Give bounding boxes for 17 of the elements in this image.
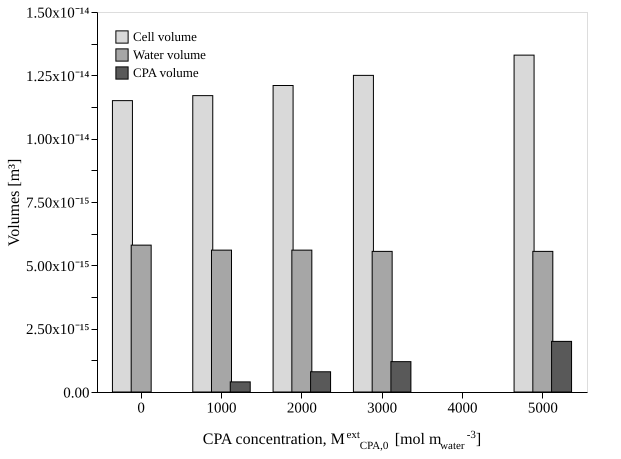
x-tick-label: 4000 — [447, 400, 478, 416]
x-tick-label: 5000 — [528, 400, 558, 416]
y-tick-label: 0.00 — [63, 386, 90, 402]
y-tick-label: 1.00x10⁻¹⁴ — [26, 132, 90, 148]
y-tick-label: 1.50x10⁻¹⁴ — [26, 6, 90, 22]
legend-label: Water volume — [133, 47, 206, 62]
x-tick-label: 3000 — [367, 400, 398, 416]
x-tick-label: 0 — [137, 400, 145, 416]
x-tick-label: 1000 — [206, 400, 237, 416]
legend-label: CPA volume — [133, 65, 199, 80]
y-tick-label: 5.00x10⁻¹⁵ — [26, 258, 90, 275]
x-tick-label: 2000 — [286, 400, 317, 416]
y-tick-label: 1.25x10⁻¹⁴ — [26, 68, 90, 85]
y-axis-title: Volumes [m³] — [6, 158, 24, 246]
y-tick-label: 2.50x10⁻¹⁵ — [26, 322, 90, 338]
y-tick-label: 7.50x10⁻¹⁵ — [26, 196, 90, 212]
legend-label: Cell volume — [133, 29, 198, 44]
